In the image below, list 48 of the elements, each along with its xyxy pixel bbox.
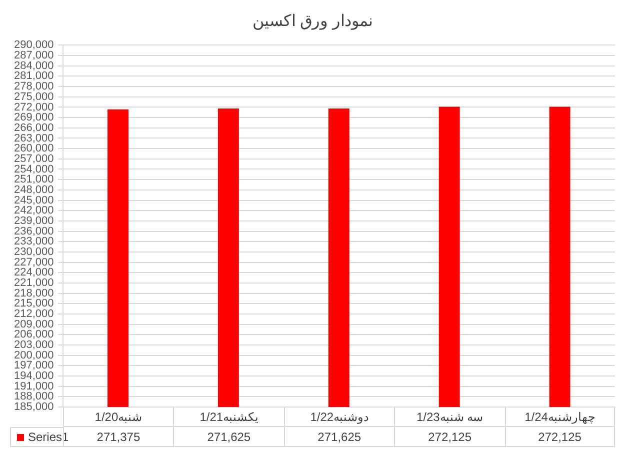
- x-tick-label: 1/22دوشنبه: [284, 407, 394, 427]
- y-tick-label: 263,000: [14, 132, 54, 144]
- y-tick-label: 218,000: [14, 287, 54, 300]
- y-tick-label: 284,000: [14, 60, 54, 72]
- y-tick-label: 197,000: [14, 360, 54, 372]
- data-label: 272,125: [394, 427, 505, 447]
- y-tick-label: 254,000: [14, 163, 54, 176]
- y-tick-label: 266,000: [14, 122, 54, 134]
- y-tick-label: 275,000: [14, 90, 54, 103]
- y-tick-label: 203,000: [14, 339, 54, 352]
- y-tick-label: 290,000: [14, 39, 54, 52]
- data-label: 271,375: [96, 430, 140, 444]
- data-label: 272,125: [504, 427, 615, 447]
- y-tick-label: 221,000: [14, 276, 54, 289]
- y-tick-label: 272,000: [14, 101, 54, 114]
- y-tick-label: 260,000: [14, 142, 54, 155]
- y-tick-label: 230,000: [14, 246, 54, 258]
- y-tick-label: 248,000: [14, 184, 54, 196]
- y-tick-label: 281,000: [14, 70, 54, 82]
- data-label: 271,625: [284, 427, 394, 447]
- y-tick-label: 287,000: [14, 50, 54, 62]
- y-tick-label: 206,000: [14, 328, 54, 341]
- y-tick-label: 257,000: [14, 152, 54, 165]
- x-tick-label: 1/23سه شنبه: [394, 407, 505, 427]
- y-tick-label: 188,000: [14, 390, 54, 403]
- y-tick-label: 227,000: [14, 256, 54, 268]
- legend-label: Series1: [28, 430, 69, 444]
- y-tick-label: 224,000: [14, 266, 54, 279]
- y-tick-label: 242,000: [14, 204, 54, 217]
- y-tick-label: 239,000: [14, 214, 54, 227]
- y-tick-label: 200,000: [14, 349, 54, 362]
- y-tick-label: 209,000: [14, 318, 54, 330]
- y-tick-label: 191,000: [14, 380, 54, 392]
- x-tick-label: 1/24چهارشنبه: [504, 407, 615, 427]
- y-tick-label: 278,000: [14, 80, 54, 93]
- chart-title: نمودار ورق اکسین: [252, 13, 372, 30]
- data-label: 271,625: [173, 427, 284, 447]
- y-tick-label: 185,000: [14, 401, 54, 414]
- y-tick-label: 245,000: [14, 194, 54, 206]
- y-tick-label: 212,000: [14, 308, 54, 320]
- y-tick-label: 251,000: [14, 174, 54, 186]
- x-tick-label: 1/20شنبه: [62, 407, 174, 427]
- y-tick-label: 194,000: [14, 370, 54, 382]
- x-tick-label: 1/21یکشنبه: [173, 407, 284, 427]
- y-tick-label: 215,000: [14, 298, 54, 310]
- y-tick-label: 236,000: [14, 225, 54, 238]
- y-tick-label: 233,000: [14, 236, 54, 248]
- y-tick-label: 269,000: [14, 112, 54, 124]
